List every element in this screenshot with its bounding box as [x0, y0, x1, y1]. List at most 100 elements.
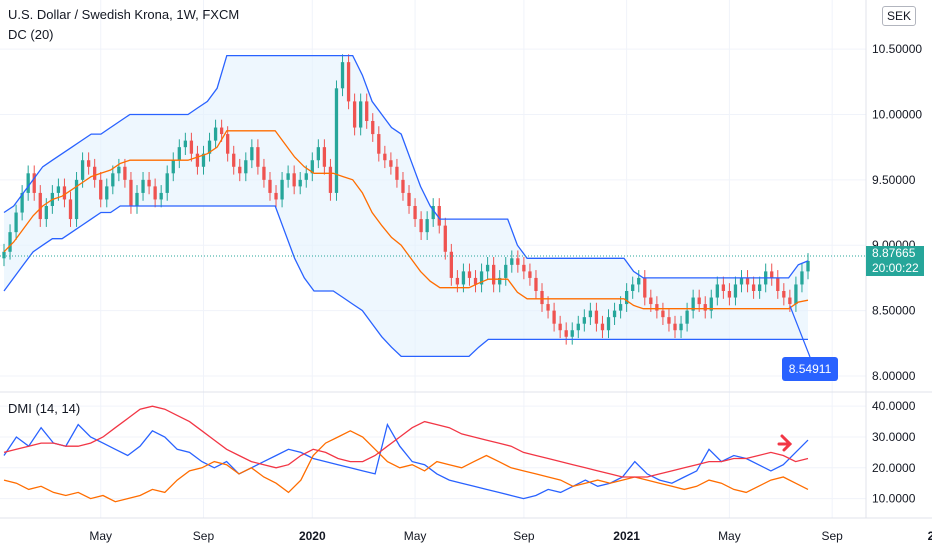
- dmi-line-adx: [3, 405, 809, 478]
- candle-body: [346, 62, 351, 102]
- candle-body: [68, 199, 73, 220]
- candle-body: [455, 277, 460, 285]
- candle-body: [467, 271, 472, 278]
- candle-body: [655, 304, 659, 311]
- candle-body: [612, 310, 617, 318]
- candle-body: [570, 330, 574, 337]
- candle-body: [776, 277, 780, 291]
- time-tick-label: 2020: [299, 529, 326, 543]
- candle-body: [292, 173, 296, 187]
- last-price-value: 8.87665: [872, 246, 916, 260]
- candle-body: [93, 166, 97, 180]
- candle-body: [757, 284, 762, 291]
- candle-body: [413, 206, 417, 220]
- candle-body: [546, 304, 550, 311]
- time-tick-label: May: [718, 529, 741, 543]
- candle-body: [739, 277, 744, 285]
- price-tick-label: 10.00000: [872, 107, 922, 121]
- candle-body: [147, 179, 151, 187]
- candle-body: [32, 173, 36, 193]
- candle-body: [443, 225, 447, 252]
- candle-body: [195, 153, 200, 167]
- candle-body: [649, 297, 653, 305]
- candle-body: [697, 297, 701, 305]
- candle-body: [117, 166, 121, 174]
- time-tick-label: May: [404, 529, 427, 543]
- candle-body: [207, 140, 212, 154]
- symbol-title[interactable]: U.S. Dollar / Swedish Krona, 1W, FXCM: [8, 7, 240, 22]
- candle-body: [588, 310, 593, 318]
- candle-body: [485, 264, 490, 272]
- time-tick-label: 2021: [613, 529, 640, 543]
- candle-body: [232, 153, 236, 167]
- candle-body: [691, 297, 695, 311]
- candle-body: [389, 160, 393, 167]
- candle-body: [129, 179, 133, 206]
- candle-body: [226, 134, 230, 154]
- candle-body: [582, 317, 586, 324]
- dmi-tick-label: 30.0000: [872, 430, 916, 444]
- candle-body: [624, 291, 629, 305]
- candle-body: [643, 277, 647, 298]
- candle-body: [401, 179, 405, 193]
- candle-body: [274, 192, 278, 200]
- candle-body: [340, 62, 345, 89]
- candle-body: [256, 147, 260, 167]
- candle-body: [395, 166, 399, 180]
- candle-body: [244, 160, 248, 174]
- candle-body: [806, 260, 810, 272]
- candle-body: [8, 232, 12, 252]
- candle-body: [540, 291, 544, 305]
- candle-body: [250, 147, 254, 161]
- donchian-upper-line: [3, 54, 809, 279]
- candle-body: [479, 271, 484, 285]
- candle-body: [280, 179, 284, 200]
- dmi-axis[interactable]: 10.0000 20.0000 30.0000 40.0000: [872, 399, 916, 505]
- candle-body: [558, 323, 562, 331]
- candle-body: [141, 179, 145, 193]
- time-tick-label: 2022: [928, 529, 932, 543]
- candle-body: [99, 179, 103, 200]
- indicator-dc-label[interactable]: DC (20): [8, 27, 54, 42]
- donchian-lower-line: [3, 205, 808, 358]
- candle-body: [770, 271, 774, 278]
- dmi-line-di: [3, 430, 809, 503]
- candle-body: [510, 258, 514, 265]
- candle-body: [26, 173, 30, 193]
- candle-body: [365, 101, 369, 121]
- candle-body: [528, 271, 532, 278]
- candle-body: [310, 160, 314, 174]
- candle-body: [334, 88, 339, 193]
- candle-body: [153, 186, 157, 200]
- bar-countdown: 20:00:22: [872, 261, 919, 275]
- candles: [2, 54, 810, 345]
- time-tick-label: Sep: [822, 529, 844, 543]
- candle-body: [238, 166, 242, 174]
- candle-body: [14, 212, 18, 233]
- candle-body: [473, 277, 478, 285]
- candle-body: [328, 166, 333, 193]
- candle-body: [286, 173, 290, 180]
- candle-body: [189, 140, 194, 154]
- candle-body: [56, 186, 61, 193]
- candle-body: [44, 206, 48, 220]
- candle-body: [105, 186, 109, 200]
- time-axis[interactable]: May Sep 2020 May Sep 2021 May Sep 2022: [89, 529, 932, 543]
- price-axis[interactable]: 8.000008.500009.000009.5000010.0000010.5…: [872, 42, 922, 383]
- candle-body: [576, 323, 580, 331]
- currency-badge[interactable]: SEK: [882, 6, 916, 26]
- candle-body: [171, 160, 175, 174]
- candle-body: [359, 101, 363, 128]
- candle-body: [788, 297, 792, 305]
- price-tick-label: 9.50000: [872, 173, 916, 187]
- dmi-tick-label: 40.0000: [872, 399, 916, 413]
- last-price-tag: 8.87665 20:00:22: [866, 246, 924, 276]
- candle-body: [618, 304, 623, 311]
- candle-body: [667, 317, 671, 324]
- candle-body: [594, 310, 599, 324]
- indicator-dmi-label[interactable]: DMI (14, 14): [8, 401, 81, 416]
- candle-body: [661, 310, 665, 318]
- candle-body: [492, 264, 496, 285]
- time-tick-label: Sep: [193, 529, 215, 543]
- candle-body: [504, 264, 508, 278]
